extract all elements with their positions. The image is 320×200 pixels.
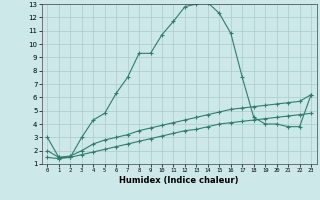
X-axis label: Humidex (Indice chaleur): Humidex (Indice chaleur) [119, 176, 239, 185]
